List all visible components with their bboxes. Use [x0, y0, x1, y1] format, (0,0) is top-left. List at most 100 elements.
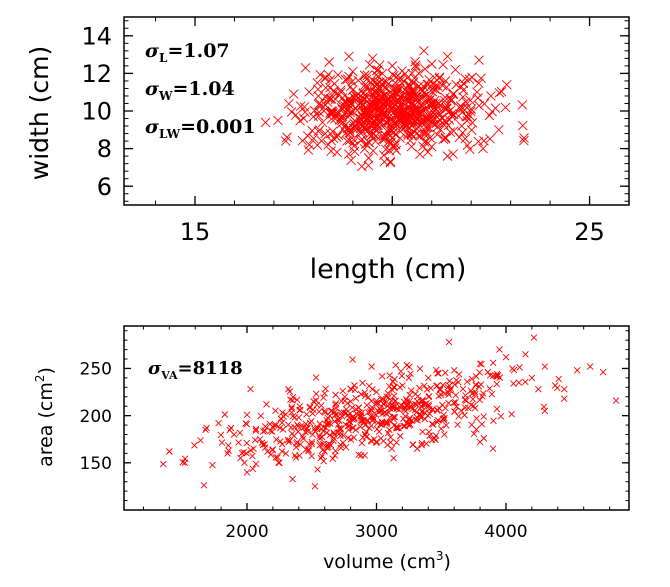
panel2-y-axis-label-tail: ) [35, 367, 57, 374]
data-point [364, 99, 375, 110]
data-point [372, 88, 382, 98]
panel2-ticks: 2000 3000 4000 150 200 250 [80, 326, 629, 542]
y-tick-label: 8 [97, 135, 112, 163]
data-point [455, 370, 463, 378]
data-point [541, 363, 549, 370]
data-point [440, 76, 451, 86]
data-point [445, 93, 456, 104]
data-point [243, 468, 251, 476]
data-point [343, 149, 354, 159]
data-point [243, 411, 251, 419]
data-point [492, 372, 500, 380]
data-point [277, 415, 285, 423]
data-point [371, 65, 382, 76]
data-point [445, 127, 456, 137]
data-point [352, 426, 360, 434]
data-point [384, 389, 392, 397]
data-point [486, 91, 496, 101]
data-point [510, 380, 517, 387]
data-point [191, 441, 198, 449]
data-point [452, 391, 459, 399]
data-point [295, 116, 305, 126]
data-point [535, 385, 542, 393]
data-point [329, 455, 337, 462]
x-tick-label: 2000 [225, 522, 268, 542]
data-point [309, 105, 320, 116]
data-point [288, 89, 299, 99]
y-tick-label: 200 [80, 407, 112, 427]
data-point [433, 117, 443, 128]
data-point [280, 136, 291, 146]
panel2-annotations: σVA=8118 [148, 358, 243, 382]
data-point [397, 401, 405, 409]
data-point [476, 396, 484, 404]
data-point [286, 437, 294, 444]
data-point [473, 136, 484, 147]
data-point [332, 391, 339, 399]
data-point [471, 390, 479, 398]
data-point [379, 91, 389, 101]
data-point [272, 454, 280, 461]
data-point [406, 130, 417, 140]
data-point [345, 98, 356, 109]
data-point [361, 106, 371, 116]
data-point [423, 147, 433, 157]
data-point [267, 451, 275, 458]
data-point [405, 374, 413, 382]
data-point [445, 338, 453, 346]
data-point [357, 100, 367, 110]
data-point [272, 421, 280, 429]
data-point [373, 113, 383, 123]
data-point [428, 420, 436, 428]
data-point [279, 409, 286, 416]
data-point [453, 111, 464, 121]
data-point [311, 482, 319, 490]
data-point [278, 440, 286, 448]
data-point [306, 404, 314, 412]
data-point [302, 446, 310, 453]
panel2-x-axis-label-sup: 3 [436, 549, 444, 563]
data-point [395, 133, 405, 143]
data-point [288, 403, 296, 411]
data-point [490, 417, 497, 425]
data-point [437, 112, 447, 123]
data-point [473, 415, 480, 422]
sigma-annotation: σVA=8118 [148, 358, 243, 382]
sigma-value: =1.07 [167, 40, 229, 62]
sigma-annotation: σLW=0.001 [145, 116, 256, 141]
data-point [363, 428, 370, 436]
data-point [443, 120, 454, 131]
data-point [321, 82, 331, 93]
data-point [424, 122, 434, 133]
data-point [402, 128, 413, 139]
data-point [413, 121, 423, 132]
data-point [315, 69, 325, 80]
data-point [326, 146, 336, 157]
data-point [347, 436, 355, 443]
data-point [370, 435, 378, 443]
data-point [358, 439, 366, 447]
panel2-frame [123, 325, 630, 511]
sigma-annotation: σW=1.04 [145, 78, 235, 103]
data-point [304, 427, 312, 435]
data-point [390, 392, 398, 400]
data-point [282, 132, 292, 143]
data-point [282, 450, 290, 457]
data-point [263, 400, 270, 408]
data-point [278, 448, 286, 455]
volume-area-panel: 2000 3000 4000 150 200 250 volume (cm3) area … [33, 325, 630, 573]
data-point [463, 378, 471, 385]
data-point [395, 406, 403, 413]
data-point [459, 385, 467, 393]
data-point [398, 105, 409, 115]
data-point [440, 95, 450, 106]
data-point [181, 455, 189, 463]
data-point [424, 95, 435, 106]
data-point [368, 146, 378, 156]
data-point [306, 403, 314, 411]
data-point [358, 414, 365, 422]
data-point [290, 110, 301, 120]
data-point [378, 373, 386, 380]
data-point [308, 417, 315, 425]
data-point [446, 109, 457, 119]
